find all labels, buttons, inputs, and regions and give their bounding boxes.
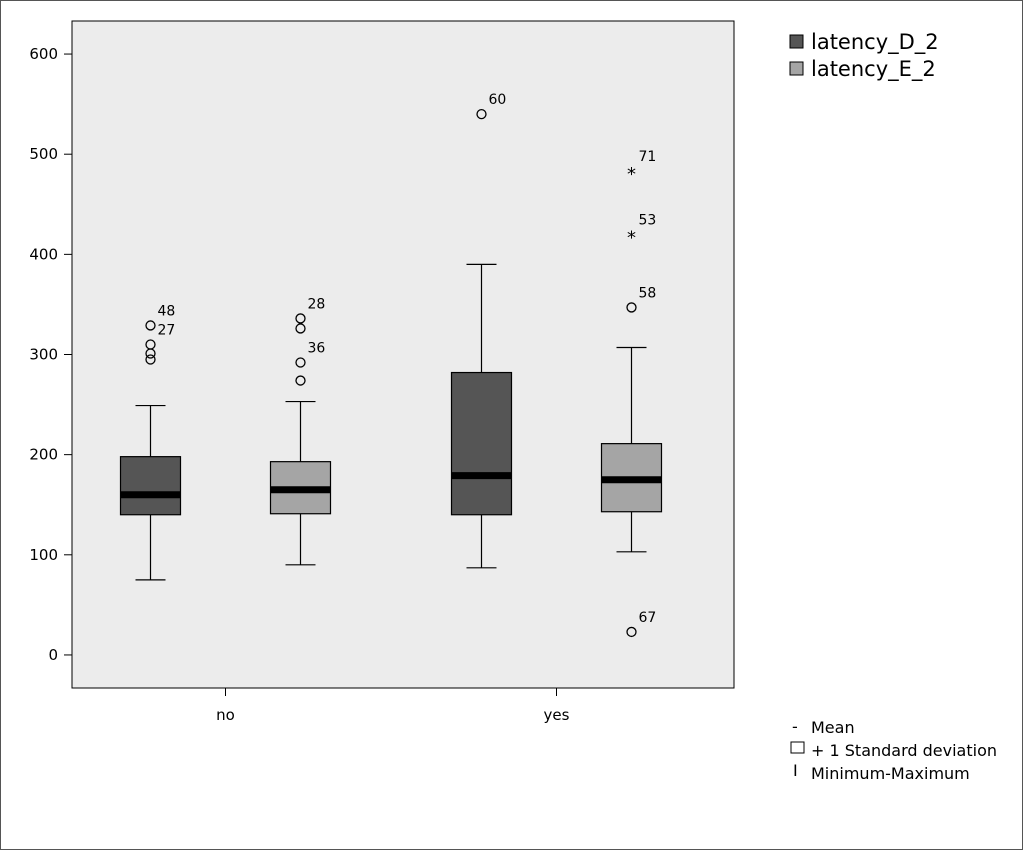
outlier-marker xyxy=(145,348,156,359)
outlier-label: 67 xyxy=(639,610,657,626)
outlier-marker xyxy=(626,302,637,313)
y-tick-label: 0 xyxy=(48,646,58,664)
outlier-label: 28 xyxy=(308,296,326,312)
legend-label: latency_D_2 xyxy=(811,30,939,55)
outlier-marker xyxy=(295,375,306,386)
outlier-label: 36 xyxy=(308,341,326,357)
y-tick-label: 300 xyxy=(29,346,58,364)
outlier-marker xyxy=(145,320,156,331)
outlier-label: 48 xyxy=(158,303,176,319)
outlier-marker xyxy=(145,354,156,365)
box-latency_D_2-yes xyxy=(450,371,513,516)
x-tick-label: no xyxy=(216,706,235,724)
y-tick-label: 100 xyxy=(29,546,58,564)
key-sd-label: + 1 Standard deviation xyxy=(811,741,997,760)
key-minmax-symbol: I xyxy=(793,761,798,780)
key-mean-symbol: - xyxy=(792,717,798,736)
y-tick-label: 500 xyxy=(29,145,58,163)
outlier-label: 71 xyxy=(639,149,657,165)
x-tick-label: yes xyxy=(544,706,570,724)
plot-area xyxy=(71,20,735,689)
outlier-label: 27 xyxy=(158,322,176,338)
outlier-marker xyxy=(295,313,306,324)
legend-label: latency_E_2 xyxy=(811,57,936,82)
key-mean-label: Mean xyxy=(811,718,855,737)
extreme-marker: * xyxy=(627,227,636,248)
y-tick-label: 400 xyxy=(29,245,58,263)
legend-swatch xyxy=(789,34,804,49)
box-latency_D_2-no xyxy=(119,456,182,516)
y-tick-label: 200 xyxy=(29,446,58,464)
legend-swatch xyxy=(789,61,804,76)
y-tick-label: 600 xyxy=(29,45,58,63)
outlier-label: 53 xyxy=(639,212,657,228)
key-sd-symbol xyxy=(790,741,805,754)
key-minmax-label: Minimum-Maximum xyxy=(811,764,970,783)
outlier-marker xyxy=(295,357,306,368)
outlier-marker xyxy=(476,108,487,120)
extreme-marker: * xyxy=(627,164,636,185)
outlier-label: 58 xyxy=(639,285,657,301)
outlier-label: 60 xyxy=(489,92,507,108)
outlier-marker xyxy=(626,626,637,638)
symbol-key: - Mean + 1 Standard deviation I Minimum-Maxi… xyxy=(790,717,997,783)
outlier-marker xyxy=(295,323,306,334)
